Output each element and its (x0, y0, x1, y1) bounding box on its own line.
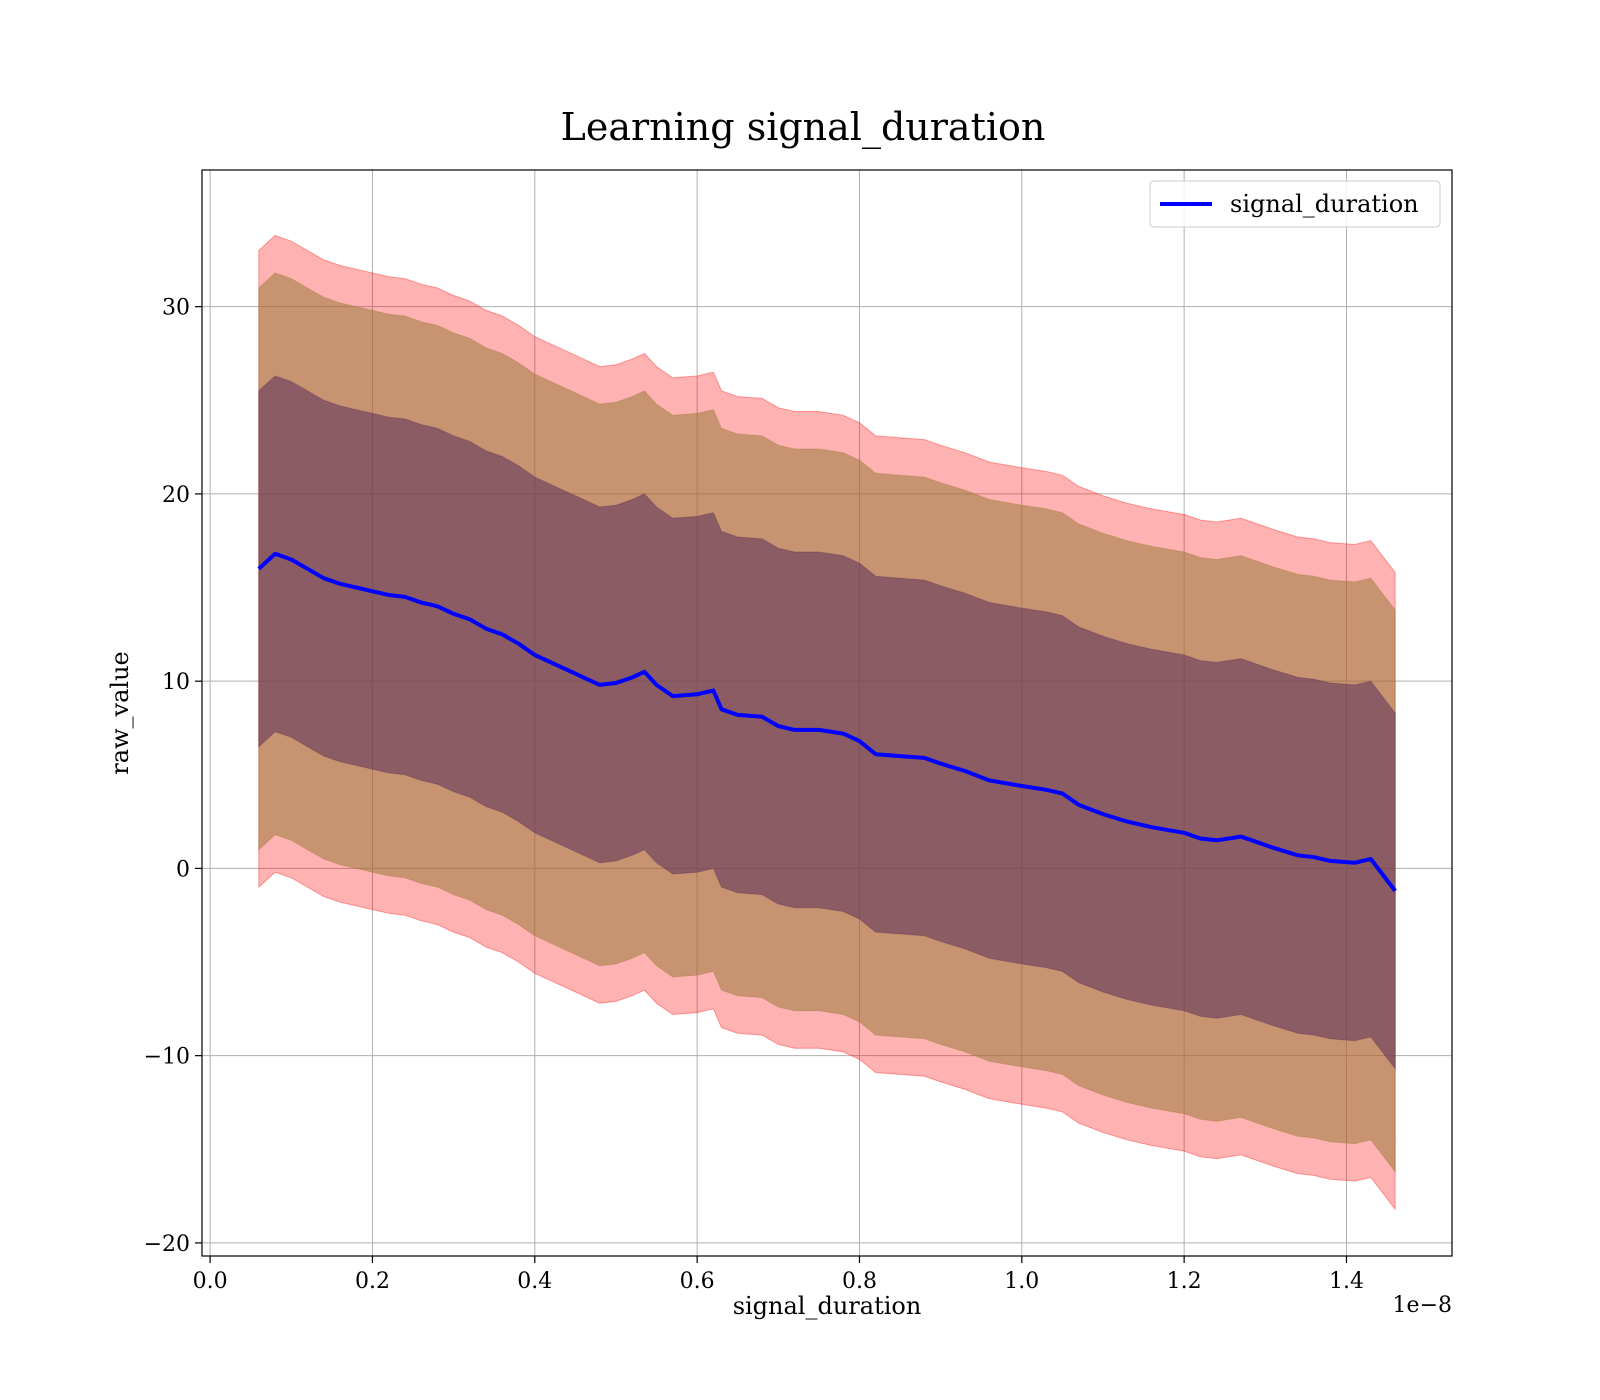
y-tick-label: 20 (162, 483, 190, 508)
y-tick-label: 0 (176, 857, 190, 882)
x-tick-label: 0.2 (355, 1269, 390, 1294)
legend-box (1149, 180, 1441, 228)
x-axis-ticks: 0.0 0.2 0.4 0.6 0.8 1.0 1.2 1.4 (193, 1256, 1364, 1294)
plot-area (202, 170, 1452, 1256)
x-tick-label: 0.0 (193, 1269, 228, 1294)
y-tick-label: 10 (162, 670, 190, 695)
x-tick-label: 0.4 (517, 1269, 552, 1294)
x-tick-label: 1.0 (1004, 1269, 1039, 1294)
legend-label-signal-duration: signal_duration (1230, 190, 1419, 218)
x-tick-label: 1.2 (1167, 1269, 1202, 1294)
x-tick-label: 0.6 (680, 1269, 715, 1294)
x-tick-label: 1.4 (1329, 1269, 1364, 1294)
chart-title: Learning signal_duration (561, 105, 1046, 150)
plot-frame (201, 169, 1453, 1257)
x-axis-offset-text: 1e−8 (1393, 1293, 1452, 1318)
y-axis-ticks: −20 −10 0 10 20 30 (144, 296, 202, 1257)
y-axis-label: raw_value (106, 651, 134, 775)
legend: signal_duration (1149, 180, 1441, 228)
x-tick-label: 0.8 (842, 1269, 877, 1294)
x-axis-label: signal_duration (733, 1292, 922, 1320)
series-line-signal-duration (257, 551, 1397, 893)
y-tick-label: −10 (144, 1045, 190, 1070)
y-tick-label: −20 (144, 1232, 190, 1257)
y-tick-label: 30 (162, 296, 190, 321)
confidence-band-inner (258, 375, 1396, 1071)
